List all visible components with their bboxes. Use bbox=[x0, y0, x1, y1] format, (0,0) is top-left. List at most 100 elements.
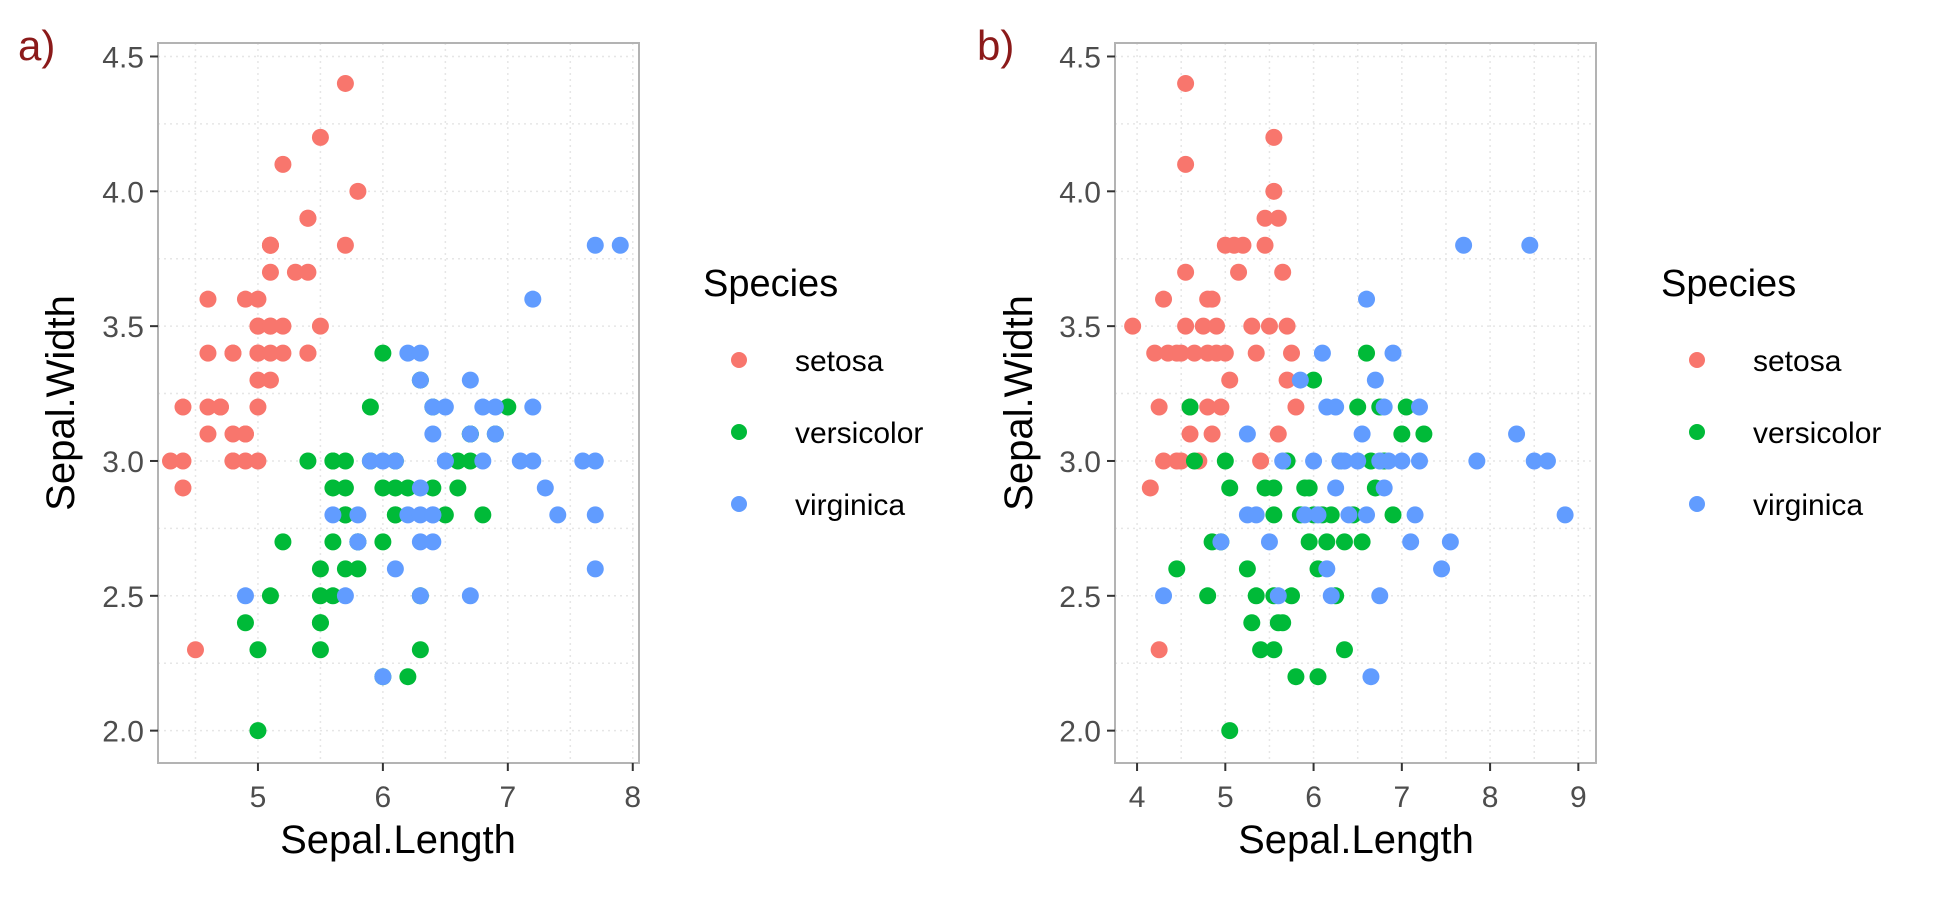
point-virginica-a-5 bbox=[349, 533, 367, 551]
point-setosa-b-47 bbox=[1278, 317, 1296, 335]
x-tick-label-a-2: 7 bbox=[499, 781, 516, 814]
point-setosa-a-4 bbox=[186, 641, 204, 659]
plot-border-b bbox=[1114, 42, 1597, 764]
point-setosa-b-26 bbox=[1207, 317, 1225, 335]
point-setosa-b-5 bbox=[1155, 290, 1173, 308]
point-versicolor-a-40 bbox=[424, 479, 442, 497]
point-virginica-b-44 bbox=[1525, 452, 1543, 470]
point-virginica-a-37 bbox=[524, 452, 542, 470]
point-versicolor-b-6 bbox=[1216, 452, 1234, 470]
point-versicolor-a-19 bbox=[336, 479, 354, 497]
y-tick-label-a-2: 3.0 bbox=[102, 446, 144, 479]
point-setosa-b-20 bbox=[1194, 317, 1212, 335]
point-setosa-b-48 bbox=[1283, 344, 1301, 362]
point-versicolor-a-9 bbox=[311, 587, 329, 605]
point-virginica-a-23 bbox=[424, 506, 442, 524]
point-versicolor-a-5 bbox=[299, 452, 317, 470]
point-virginica-b-35 bbox=[1406, 506, 1424, 524]
legend-label-virginica-a: virginica bbox=[795, 489, 905, 522]
point-virginica-b-9 bbox=[1296, 506, 1314, 524]
point-versicolor-b-37 bbox=[1335, 641, 1353, 659]
point-virginica-a-15 bbox=[411, 533, 429, 551]
point-virginica-b-5 bbox=[1260, 533, 1278, 551]
point-versicolor-a-2 bbox=[249, 722, 267, 740]
point-versicolor-b-19 bbox=[1274, 614, 1292, 632]
point-setosa-a-33 bbox=[261, 371, 279, 389]
panel-label-b: b) bbox=[977, 22, 1014, 69]
x-tick-label-a-3: 8 bbox=[624, 781, 641, 814]
point-virginica-b-10 bbox=[1305, 452, 1323, 470]
legend-key-versicolor-a bbox=[731, 424, 747, 440]
point-versicolor-b-33 bbox=[1322, 506, 1340, 524]
panel-a: a) 5 6 7 8 2.0 2.5 3.0 3.5 4.0 4.5 Sepal.Length S… bbox=[18, 22, 923, 862]
point-versicolor-b-7 bbox=[1221, 722, 1239, 740]
point-setosa-a-27 bbox=[249, 371, 267, 389]
point-setosa-a-36 bbox=[274, 317, 292, 335]
point-versicolor-b-1 bbox=[1181, 398, 1199, 416]
legend-key-virginica-a bbox=[731, 496, 747, 512]
point-setosa-a-15 bbox=[224, 425, 242, 443]
point-setosa-b-37 bbox=[1252, 452, 1270, 470]
point-versicolor-a-32 bbox=[386, 506, 404, 524]
panel-label-a: a) bbox=[18, 22, 55, 69]
y-tick-label-a-4: 4.0 bbox=[102, 176, 144, 209]
point-virginica-a-8 bbox=[374, 452, 392, 470]
point-virginica-b-27 bbox=[1371, 587, 1389, 605]
x-tick-label-a-1: 6 bbox=[375, 781, 392, 814]
point-versicolor-b-22 bbox=[1287, 668, 1305, 686]
point-virginica-b-26 bbox=[1366, 371, 1384, 389]
legend-title-a: Species bbox=[703, 263, 838, 305]
point-versicolor-a-14 bbox=[324, 452, 342, 470]
point-setosa-b-6 bbox=[1155, 452, 1173, 470]
point-setosa-a-34 bbox=[261, 344, 279, 362]
point-setosa-b-3 bbox=[1150, 641, 1168, 659]
point-setosa-b-38 bbox=[1256, 209, 1274, 227]
y-tick-label-a-3: 3.5 bbox=[102, 311, 144, 344]
point-virginica-a-1 bbox=[324, 506, 342, 524]
point-setosa-a-45 bbox=[311, 128, 329, 146]
point-versicolor-b-49 bbox=[1415, 425, 1433, 443]
point-versicolor-a-4 bbox=[274, 533, 292, 551]
point-virginica-b-4 bbox=[1247, 506, 1265, 524]
point-versicolor-a-13 bbox=[324, 587, 342, 605]
y-tick-label-a-0: 2.0 bbox=[102, 716, 144, 749]
point-virginica-b-37 bbox=[1410, 452, 1428, 470]
point-setosa-a-35 bbox=[261, 236, 279, 254]
point-versicolor-b-47 bbox=[1393, 425, 1411, 443]
point-setosa-a-48 bbox=[336, 236, 354, 254]
point-setosa-a-44 bbox=[299, 344, 317, 362]
point-virginica-a-40 bbox=[574, 452, 592, 470]
point-virginica-a-7 bbox=[374, 668, 392, 686]
point-setosa-b-12 bbox=[1177, 74, 1195, 92]
point-versicolor-a-34 bbox=[399, 668, 417, 686]
point-setosa-b-25 bbox=[1203, 290, 1221, 308]
point-virginica-a-43 bbox=[586, 506, 604, 524]
legend-label-virginica-b: virginica bbox=[1753, 489, 1863, 522]
point-setosa-a-37 bbox=[274, 344, 292, 362]
y-tick-label-b-0: 2.0 bbox=[1059, 716, 1101, 749]
point-setosa-a-1 bbox=[174, 452, 192, 470]
point-virginica-b-8 bbox=[1291, 371, 1309, 389]
point-virginica-a-33 bbox=[486, 425, 504, 443]
point-virginica-b-16 bbox=[1327, 398, 1345, 416]
point-versicolor-a-42 bbox=[449, 479, 467, 497]
legend-b: Species setosa versicolor virginica bbox=[1661, 263, 1881, 522]
point-virginica-b-22 bbox=[1353, 425, 1371, 443]
point-versicolor-b-16 bbox=[1265, 506, 1283, 524]
point-versicolor-a-35 bbox=[399, 479, 417, 497]
point-virginica-a-22 bbox=[424, 425, 442, 443]
point-virginica-a-38 bbox=[536, 479, 554, 497]
point-versicolor-b-10 bbox=[1243, 614, 1261, 632]
panel-b: b) 4 5 6 7 8 9 2.0 2.5 3.0 3.5 4.0 4.5 Sepal.Length… bbox=[977, 22, 1881, 862]
point-versicolor-b-25 bbox=[1300, 533, 1318, 551]
point-versicolor-b-26 bbox=[1300, 479, 1318, 497]
point-versicolor-a-11 bbox=[324, 479, 342, 497]
point-virginica-a-26 bbox=[436, 452, 454, 470]
point-setosa-a-22 bbox=[249, 452, 267, 470]
point-virginica-b-20 bbox=[1340, 506, 1358, 524]
point-setosa-b-14 bbox=[1177, 263, 1195, 281]
point-versicolor-a-25 bbox=[361, 398, 379, 416]
point-setosa-b-0 bbox=[1124, 317, 1142, 335]
points-b bbox=[1124, 74, 1574, 740]
point-setosa-a-7 bbox=[199, 290, 217, 308]
